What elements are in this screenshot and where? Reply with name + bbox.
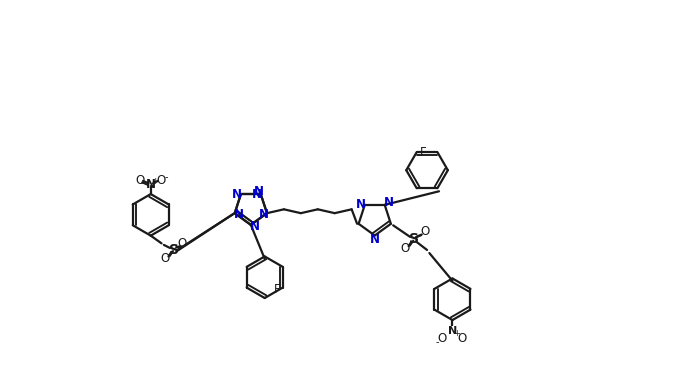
Text: N: N [234, 208, 244, 221]
Text: N: N [252, 188, 262, 202]
Text: O: O [178, 237, 187, 250]
Text: F: F [419, 146, 426, 159]
Text: N: N [356, 198, 366, 211]
Text: F: F [274, 283, 281, 296]
Text: N: N [254, 184, 264, 198]
Text: N: N [232, 188, 242, 201]
Text: O: O [458, 332, 467, 345]
Text: N: N [259, 208, 269, 221]
Text: O: O [160, 252, 169, 265]
Text: +: + [151, 177, 159, 186]
Text: -: - [164, 172, 168, 182]
Text: O: O [420, 225, 429, 238]
Text: S: S [169, 243, 179, 257]
Text: N: N [250, 220, 259, 233]
Text: N: N [146, 178, 156, 191]
Text: O: O [156, 174, 165, 187]
Text: -: - [435, 337, 439, 347]
Text: S: S [409, 232, 419, 246]
Text: O: O [438, 332, 447, 345]
Text: +: + [453, 329, 460, 339]
Text: N: N [448, 326, 457, 336]
Text: O: O [136, 174, 144, 187]
Text: O: O [400, 242, 409, 255]
Text: N: N [383, 196, 394, 209]
Text: N: N [370, 233, 380, 246]
